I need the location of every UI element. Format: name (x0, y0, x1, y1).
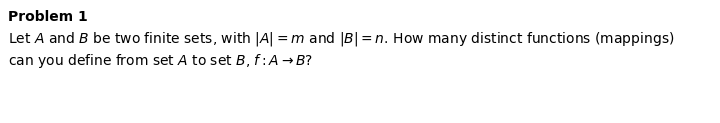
Text: Problem 1: Problem 1 (8, 10, 88, 24)
Text: Let $A$ and $B$ be two finite sets, with $|A| = m$ and $|B| = n$. How many disti: Let $A$ and $B$ be two finite sets, with… (8, 30, 675, 48)
Text: can you define from set $A$ to set $B$, $f : A \rightarrow B$?: can you define from set $A$ to set $B$, … (8, 52, 313, 70)
